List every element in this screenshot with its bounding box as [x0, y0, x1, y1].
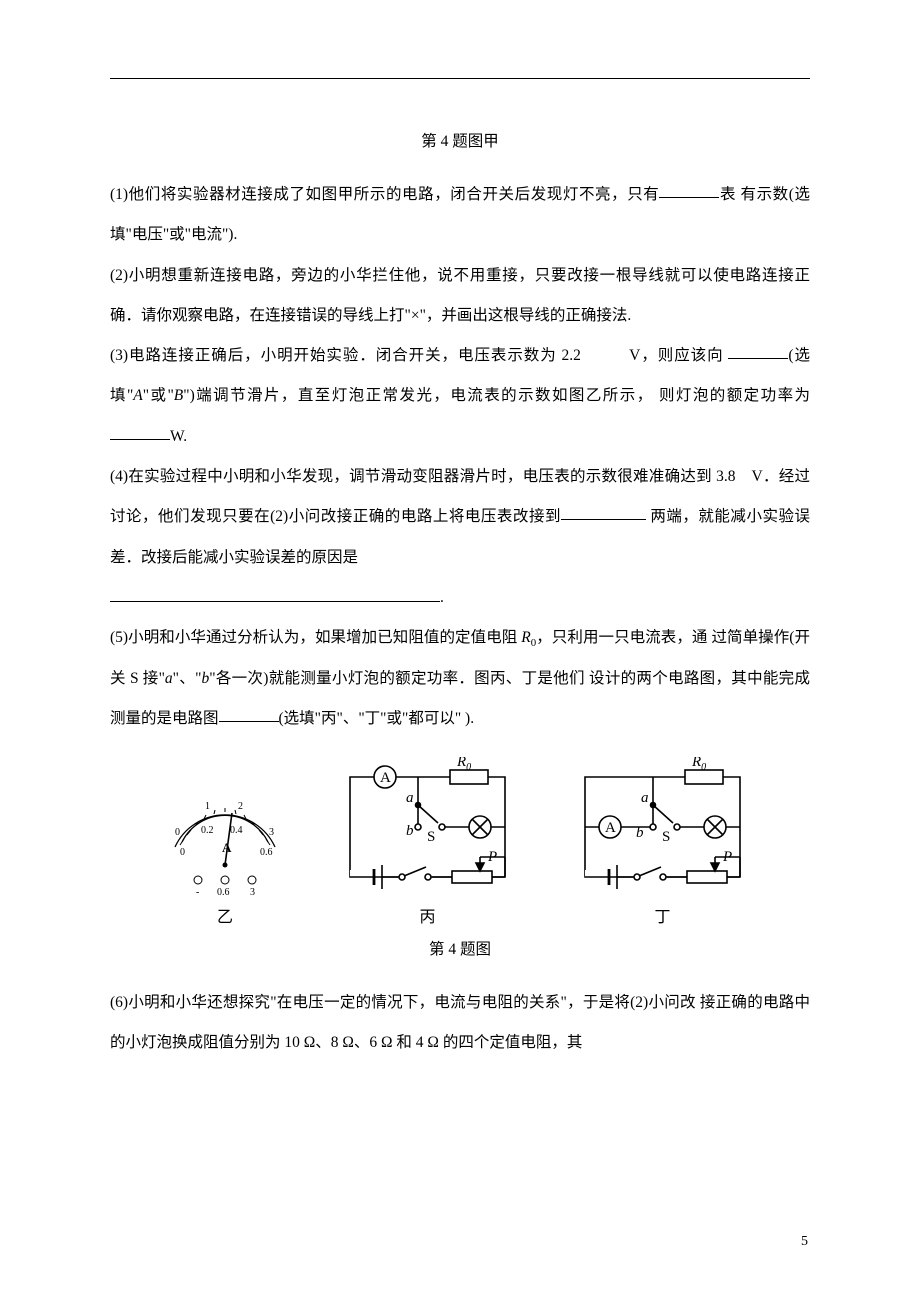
ding-svg: A R0 a b S P: [565, 757, 760, 897]
q3-line3b: W.: [170, 428, 187, 445]
q6-para: (6)小明和小华还想探究"在电压一定的情况下，电流与电阻的关系"，于是将(2)小…: [110, 983, 810, 1064]
q3-line1a: (3)电路连接正确后，小明开始实验．闭合开关，电压表示数为 2.2: [110, 347, 581, 364]
q5-line2c: "各一次)就能测量小灯泡的额定功率．图丙、丁是他们: [209, 670, 585, 687]
scale-2: 2: [238, 801, 243, 812]
q3-A: A: [133, 387, 142, 404]
q5-line1b: ，只利用一只电流表，通: [536, 629, 707, 646]
q3-blank-w: [110, 423, 170, 440]
fig-bing-label: 丙: [419, 903, 435, 927]
fig-ding: A R0 a b S P 丁: [565, 757, 760, 927]
figure-row: 0 1 2 3 0 0.2 0.4 0.6 A: [110, 757, 810, 927]
scale-1: 1: [205, 801, 210, 812]
q1-para: (1)他们将实验器材连接成了如图甲所示的电路，闭合开关后发现灯不亮，只有表 有示…: [110, 175, 810, 256]
q5-line2b: "、": [173, 670, 202, 687]
term-neg: -: [196, 887, 199, 897]
ammeter-needle: [225, 813, 232, 865]
q2-text: (2)小明想重新连接电路，旁边的小华拦住他，说不用重接，只要改接一根导线就可以使…: [110, 267, 810, 324]
q5-line4: ).: [465, 710, 474, 727]
fig-bing: A R0 a b S P 丙: [330, 757, 525, 927]
q5-para: (5)小明和小华通过分析认为，如果增加已知阻值的定值电阻 R0，只利用一只电流表…: [110, 618, 810, 739]
bing-a: a: [406, 790, 414, 806]
q5-line1a: (5)小明和小华通过分析认为，如果增加已知阻值的定值电阻: [110, 629, 521, 646]
q1-blank: [659, 181, 719, 198]
bing-b: b: [406, 823, 414, 839]
scale-04: 0.4: [230, 825, 243, 836]
q3-para: (3)电路连接正确后，小明开始实验．闭合开关，电压表示数为 2.2 V，则应该向…: [110, 336, 810, 457]
scale-3: 3: [269, 827, 274, 838]
fig-yi: 0 1 2 3 0 0.2 0.4 0.6 A: [160, 777, 290, 927]
bing-svg: A R0 a b S P: [330, 757, 525, 897]
q3-B: B: [174, 387, 183, 404]
ammeter-svg: 0 1 2 3 0 0.2 0.4 0.6 A: [160, 777, 290, 897]
figure-caption-bottom: 第 4 题图: [110, 937, 810, 959]
bing-S: S: [427, 829, 435, 845]
q4-period: .: [440, 589, 444, 606]
q4-reason-line: .: [110, 578, 810, 618]
q5-a: a: [165, 670, 173, 687]
bing-P: P: [487, 849, 497, 865]
q3-line2b: "或": [143, 387, 174, 404]
bing-A: A: [380, 770, 391, 786]
q4-line1: (4)在实验过程中小明和小华发现，调节滑动变阻器滑片时，电压表的示数很难准确达到: [110, 468, 712, 485]
ammeter-pivot: [223, 863, 228, 868]
term-3: 3: [250, 887, 255, 897]
q6-line1: (6)小明和小华还想探究"在电压一定的情况下，电流与电阻的关系"，于是将(2)小…: [110, 994, 696, 1011]
q3-blank-ab: [728, 342, 788, 359]
ding-a: a: [641, 790, 649, 806]
q1-text-b: 表: [719, 186, 736, 203]
scale-0a: 0: [175, 827, 180, 838]
page-number: 5: [801, 1234, 808, 1250]
fig-ding-label: 丁: [654, 903, 670, 927]
q2-para: (2)小明想重新连接电路，旁边的小华拦住他，说不用重接，只要改接一根导线就可以使…: [110, 256, 810, 337]
ding-A: A: [605, 820, 616, 836]
figure-caption-top: 第 4 题图甲: [110, 129, 810, 151]
q4-blank-ends: [561, 503, 646, 520]
q4-reason-blank: [110, 585, 440, 602]
fig-yi-label: 乙: [217, 903, 233, 927]
scale-0b: 0: [180, 847, 185, 858]
q3-line3a: 则灯泡的额定功率为: [659, 387, 810, 404]
scale-02: 0.2: [201, 825, 214, 836]
ding-P: P: [722, 849, 732, 865]
q5-blank-circ: [219, 705, 279, 722]
top-rule: [110, 78, 810, 79]
q4-para: (4)在实验过程中小明和小华发现，调节滑动变阻器滑片时，电压表的示数很难准确达到…: [110, 457, 810, 578]
ding-b: b: [636, 825, 644, 841]
q1-text-a: (1)他们将实验器材连接成了如图甲所示的电路，闭合开关后发现灯不亮，只有: [110, 186, 659, 203]
q5-line3b: (选填"丙"、"丁"或"都可以": [279, 710, 462, 727]
q5-R: R: [521, 629, 530, 646]
scale-06: 0.6: [260, 847, 273, 858]
q3-line1b: V，则应该向: [629, 347, 723, 364]
ding-S: S: [662, 829, 670, 845]
term-06: 0.6: [217, 887, 230, 897]
q3-line2c: ")端调节滑片，直至灯泡正常发光，电流表的示数如图乙所示，: [183, 387, 653, 404]
